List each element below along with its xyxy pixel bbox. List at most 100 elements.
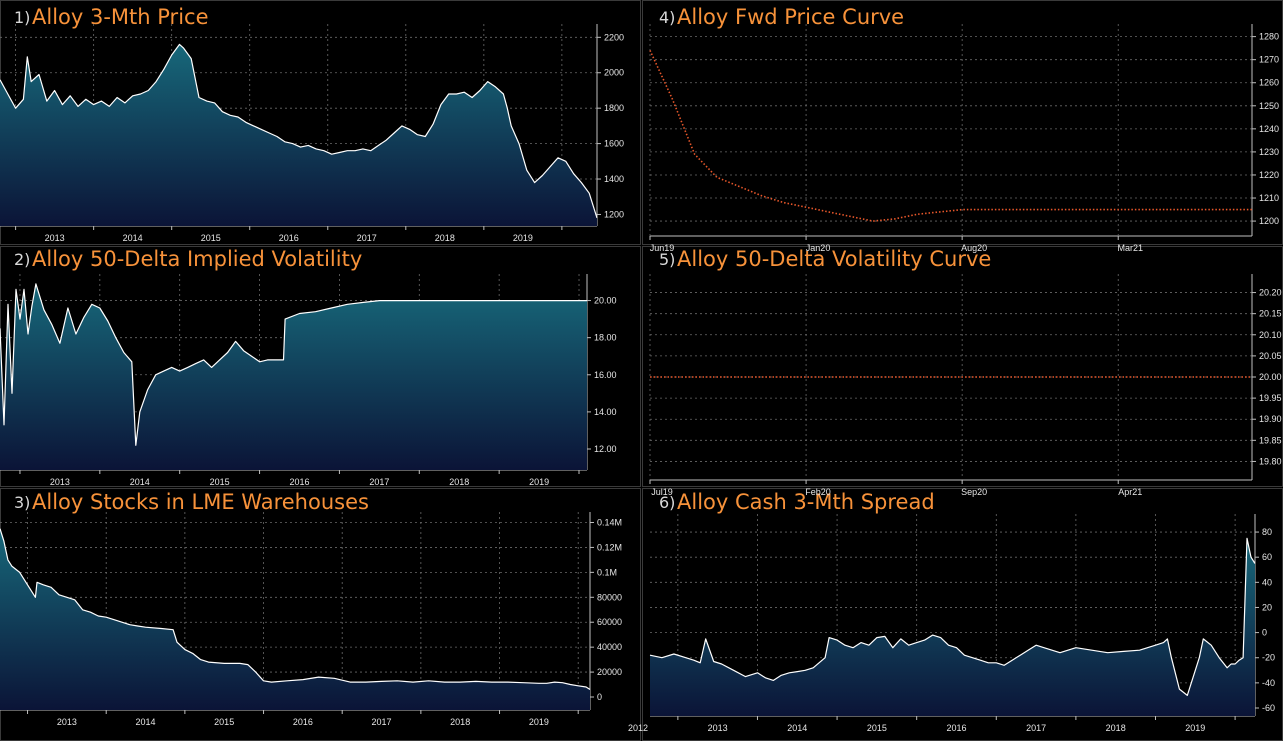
panel-1-number: 1) xyxy=(14,8,30,27)
x-tick-label: 2017 xyxy=(1026,723,1046,733)
y-tick-label: 19.85 xyxy=(1259,435,1282,445)
y-tick-label: 20.15 xyxy=(1259,309,1282,319)
panel-6-title-text: Alloy Cash 3-Mth Spread xyxy=(677,490,935,514)
panel-5-number: 5) xyxy=(659,250,675,269)
y-tick-label: 20.10 xyxy=(1259,330,1282,340)
panel-4-number: 4) xyxy=(659,8,675,27)
y-tick-label: 19.95 xyxy=(1259,393,1282,403)
x-tick-label: 2016 xyxy=(289,477,309,487)
series-line xyxy=(0,283,587,446)
x-tick-label: 2012 xyxy=(628,723,648,733)
x-tick-label: 2014 xyxy=(130,477,150,487)
panel-5-title: 5) Alloy 50-Delta Volatility Curve xyxy=(659,247,991,271)
x-tick-label: 2015 xyxy=(201,233,221,243)
y-tick-label: 1230 xyxy=(1259,147,1279,157)
x-tick-label: Aug20 xyxy=(961,243,987,253)
y-tick-label: 20 xyxy=(1262,602,1272,612)
y-tick-label: 0.14M xyxy=(597,517,622,527)
y-tick-label: -20 xyxy=(1262,653,1275,663)
y-tick-label: 12.00 xyxy=(594,444,617,454)
panel-4-frame xyxy=(642,0,1283,245)
y-tick-label: 0.1M xyxy=(597,567,617,577)
y-tick-label: 16.00 xyxy=(594,370,617,380)
y-tick-label: -40 xyxy=(1262,678,1275,688)
y-tick-label: 1400 xyxy=(604,174,624,184)
series-line xyxy=(0,528,591,691)
x-tick-label: 2014 xyxy=(136,717,156,727)
x-tick-label: 2018 xyxy=(1106,723,1126,733)
y-tick-label: 1240 xyxy=(1259,124,1279,134)
y-tick-label: 18.00 xyxy=(594,333,617,343)
panel-2-number: 2) xyxy=(14,250,30,269)
x-tick-label: Sep20 xyxy=(961,487,987,497)
x-tick-label: 2018 xyxy=(435,233,455,243)
y-tick-label: 1210 xyxy=(1259,193,1279,203)
x-tick-label: 2019 xyxy=(513,233,533,243)
y-tick-label: 1220 xyxy=(1259,170,1279,180)
y-tick-label: 2000 xyxy=(604,68,624,78)
series-line xyxy=(649,537,1256,696)
y-tick-label: 60000 xyxy=(597,617,622,627)
y-tick-label: 1600 xyxy=(604,139,624,149)
series-area xyxy=(0,528,590,710)
y-tick-label: 0 xyxy=(1262,628,1267,638)
x-tick-label: 2014 xyxy=(123,233,143,243)
panel-3-title-text: Alloy Stocks in LME Warehouses xyxy=(32,490,369,514)
y-tick-label: 20000 xyxy=(597,667,622,677)
x-tick-label: 2018 xyxy=(449,477,469,487)
panel-4-title: 4) Alloy Fwd Price Curve xyxy=(659,5,904,29)
y-tick-label: 40 xyxy=(1262,577,1272,587)
x-tick-label: 2013 xyxy=(708,723,728,733)
y-tick-label: 20.00 xyxy=(594,296,617,306)
panel-5-title-text: Alloy 50-Delta Volatility Curve xyxy=(677,247,991,271)
y-tick-label: 60 xyxy=(1262,552,1272,562)
chart-p6: 80 60 40 20 0 -20 -40 -60 2012 2013 2014 2015 2016 20… xyxy=(628,514,1275,733)
x-tick-label: Jan20 xyxy=(806,243,831,253)
x-tick-label: 2013 xyxy=(50,477,70,487)
x-tick-label: Apr21 xyxy=(1118,487,1142,497)
y-tick-label: 1270 xyxy=(1259,55,1279,65)
y-tick-label: 20.20 xyxy=(1259,288,1282,298)
y-tick-label: -60 xyxy=(1262,703,1275,713)
x-tick-label: 2016 xyxy=(279,233,299,243)
chart-p1: 2200200018001600140012002012201320142015… xyxy=(0,24,624,243)
series-curve xyxy=(649,50,1252,222)
x-tick-label: 2019 xyxy=(529,717,549,727)
panel-3-title: 3) Alloy Stocks in LME Warehouses xyxy=(14,490,369,514)
panel-6-title: 6) Alloy Cash 3-Mth Spread xyxy=(659,490,935,514)
x-tick-label: 2016 xyxy=(293,717,313,727)
y-tick-label: 14.00 xyxy=(594,407,617,417)
y-tick-label: 1200 xyxy=(604,209,624,219)
panel-6-number: 6) xyxy=(659,493,675,512)
x-tick-label: Feb20 xyxy=(805,487,831,497)
plot-layer: 2200 2000 1800 1600 1400 1200 2012 2013 2014 2015… xyxy=(0,24,1282,733)
series-line xyxy=(0,43,598,219)
y-tick-label: 40000 xyxy=(597,642,622,652)
x-tick-label: 2018 xyxy=(450,717,470,727)
y-tick-label: 19.90 xyxy=(1259,414,1282,424)
panel-2-title-text: Alloy 50-Delta Implied Volatility xyxy=(32,247,362,271)
x-tick-label: 2013 xyxy=(45,233,65,243)
x-tick-label: 2015 xyxy=(210,477,230,487)
chart-p2: 20.0018.0016.0014.0012.00201220132014201… xyxy=(0,274,617,487)
y-tick-label: 1250 xyxy=(1259,101,1279,111)
y-tick-label: 20.05 xyxy=(1259,351,1282,361)
y-tick-label: 1260 xyxy=(1259,78,1279,88)
y-tick-label: 1800 xyxy=(604,103,624,113)
x-tick-label: Jul19 xyxy=(651,487,673,497)
chart-p5: 20.20 20.15 20.10 20.05 20.00 19.95 19.90 19.85… xyxy=(649,274,1282,497)
x-tick-label: 2016 xyxy=(946,723,966,733)
x-tick-label: 2017 xyxy=(369,477,389,487)
y-tick-label: 1200 xyxy=(1259,216,1279,226)
y-tick-label: 20.00 xyxy=(1259,372,1282,382)
panel-2-title: 2) Alloy 50-Delta Implied Volatility xyxy=(14,247,362,271)
y-tick-label: 0.12M xyxy=(597,542,622,552)
series-area xyxy=(650,538,1255,716)
y-tick-label: 2200 xyxy=(604,32,624,42)
y-tick-label: 1280 xyxy=(1259,32,1279,42)
panel-1-title: 1) Alloy 3-Mth Price xyxy=(14,5,209,29)
panel-3-number: 3) xyxy=(14,493,30,512)
chart-p4: 1280 1270 1260 1250 1240 1230 1220 1210 1200 Jun1… xyxy=(649,24,1279,253)
x-tick-label: 2015 xyxy=(867,723,887,733)
